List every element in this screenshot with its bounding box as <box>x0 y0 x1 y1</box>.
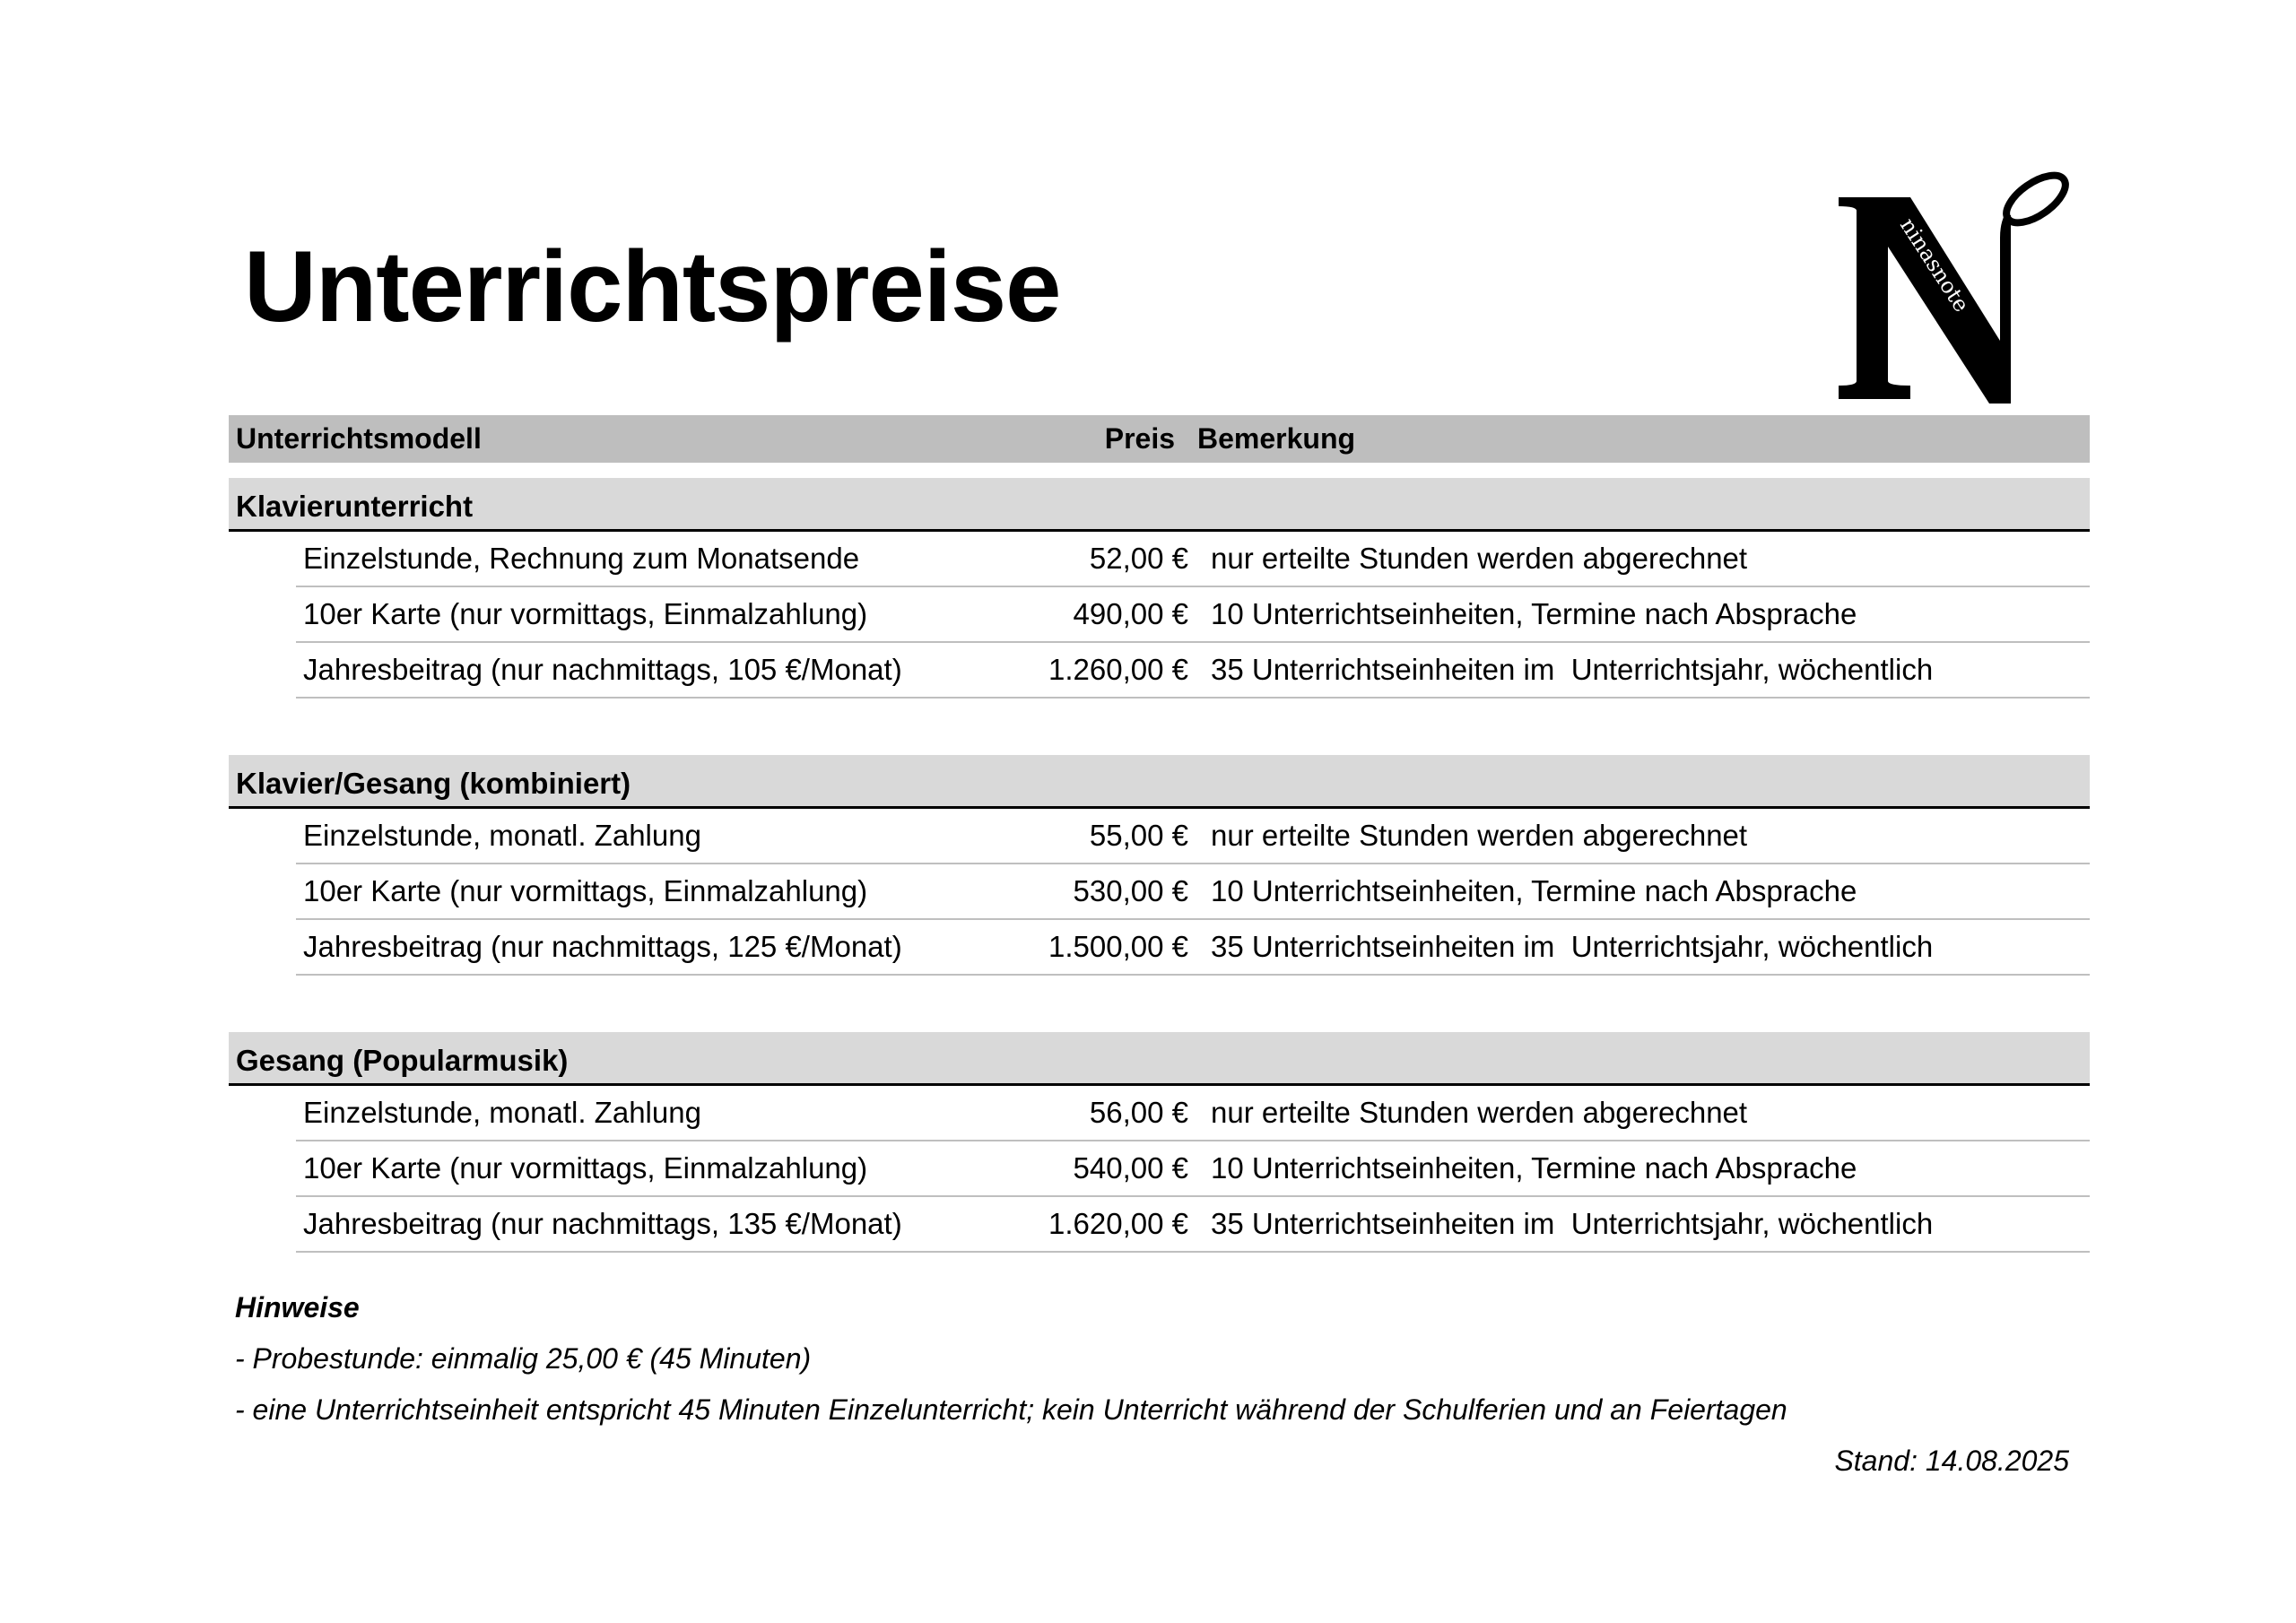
note-line: - Probestunde: einmalig 25,00 € (45 Minu… <box>235 1342 812 1375</box>
group-header: Gesang (Popularmusik) <box>229 1032 2090 1086</box>
row-price: 55,00 € <box>1089 819 1188 852</box>
row-model: Einzelstunde, Rechnung zum Monatsende <box>303 542 860 575</box>
row-remark: 35 Unterrichtseinheiten im Unterrichtsja… <box>1211 653 1934 686</box>
row-price: 540,00 € <box>1073 1151 1188 1185</box>
table-row: 10er Karte (nur vormittags, Einmalzahlun… <box>296 864 2090 920</box>
header-price: Preis <box>1104 422 1175 455</box>
group-header: Klavier/Gesang (kombiniert) <box>229 755 2090 809</box>
table-header: Unterrichtsmodell Preis Bemerkung <box>229 415 2090 463</box>
row-remark: nur erteilte Stunden werden abgerechnet <box>1211 1096 1748 1129</box>
row-remark: 35 Unterrichtseinheiten im Unterrichtsja… <box>1211 1207 1934 1240</box>
row-price: 1.260,00 € <box>1048 653 1188 686</box>
group-name: Gesang (Popularmusik) <box>236 1044 569 1077</box>
group-header: Klavierunterricht <box>229 478 2090 532</box>
note-line: - eine Unterrichtseinheit entspricht 45 … <box>235 1393 1787 1426</box>
row-model: Jahresbeitrag (nur nachmittags, 125 €/Mo… <box>303 930 902 963</box>
row-remark: 10 Unterrichtseinheiten, Termine nach Ab… <box>1211 874 1857 907</box>
notes-heading: Hinweise <box>235 1291 360 1324</box>
row-model: Jahresbeitrag (nur nachmittags, 135 €/Mo… <box>303 1207 902 1240</box>
table-row: 10er Karte (nur vormittags, Einmalzahlun… <box>296 1141 2090 1197</box>
table-row: Jahresbeitrag (nur nachmittags, 125 €/Mo… <box>296 920 2090 976</box>
row-model: 10er Karte (nur vormittags, Einmalzahlun… <box>303 597 868 630</box>
row-price: 530,00 € <box>1073 874 1188 907</box>
row-remark: nur erteilte Stunden werden abgerechnet <box>1211 819 1748 852</box>
ninasnote-logo: ninasnote <box>1839 171 2069 404</box>
header-remark: Bemerkung <box>1197 422 1356 455</box>
row-remark: 35 Unterrichtseinheiten im Unterrichtsja… <box>1211 930 1934 963</box>
row-remark: nur erteilte Stunden werden abgerechnet <box>1211 542 1748 575</box>
row-model: Einzelstunde, monatl. Zahlung <box>303 819 701 852</box>
row-price: 1.620,00 € <box>1048 1207 1188 1240</box>
header-model: Unterrichtsmodell <box>236 422 482 455</box>
row-price: 490,00 € <box>1073 597 1188 630</box>
row-model: 10er Karte (nur vormittags, Einmalzahlun… <box>303 1151 868 1185</box>
page-title: Unterrichtspreise <box>244 230 1061 343</box>
row-model: 10er Karte (nur vormittags, Einmalzahlun… <box>303 874 868 907</box>
notes: Hinweise - Probestunde: einmalig 25,00 €… <box>235 1282 2083 1487</box>
row-price: 56,00 € <box>1089 1096 1188 1129</box>
row-model: Einzelstunde, monatl. Zahlung <box>303 1096 701 1129</box>
row-model: Jahresbeitrag (nur nachmittags, 105 €/Mo… <box>303 653 902 686</box>
group-name: Klavier/Gesang (kombiniert) <box>236 767 631 800</box>
stand-date: Stand: 14.08.2025 <box>1834 1445 2069 1477</box>
table-row: Einzelstunde, monatl. Zahlung 55,00 € nu… <box>296 809 2090 864</box>
table-row: Einzelstunde, Rechnung zum Monatsende 52… <box>296 532 2090 587</box>
price-table: Unterrichtsmodell Preis Bemerkung Klavie… <box>229 415 2090 1253</box>
table-row: Einzelstunde, monatl. Zahlung 56,00 € nu… <box>296 1086 2090 1141</box>
table-row: 10er Karte (nur vormittags, Einmalzahlun… <box>296 587 2090 643</box>
row-price: 1.500,00 € <box>1048 930 1188 963</box>
row-remark: 10 Unterrichtseinheiten, Termine nach Ab… <box>1211 597 1857 630</box>
row-remark: 10 Unterrichtseinheiten, Termine nach Ab… <box>1211 1151 1857 1185</box>
table-row: Jahresbeitrag (nur nachmittags, 135 €/Mo… <box>296 1197 2090 1253</box>
row-price: 52,00 € <box>1089 542 1188 575</box>
group-name: Klavierunterricht <box>236 490 474 523</box>
table-row: Jahresbeitrag (nur nachmittags, 105 €/Mo… <box>296 643 2090 699</box>
